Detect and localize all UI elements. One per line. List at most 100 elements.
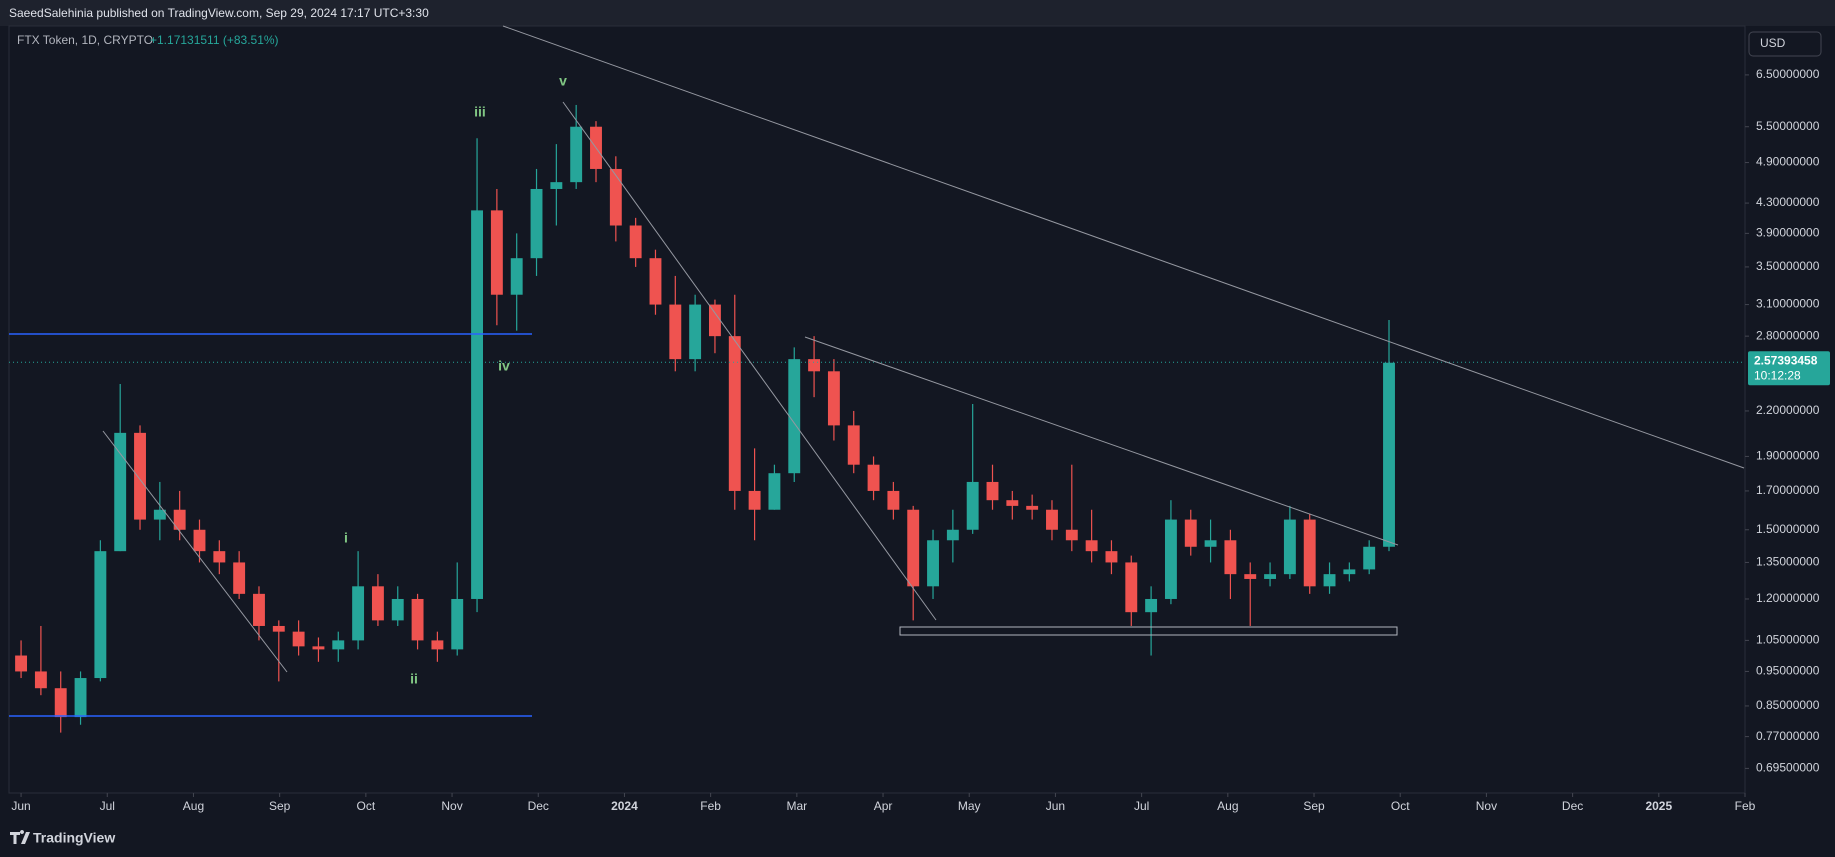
candle-body xyxy=(1105,551,1118,563)
currency: USD xyxy=(1760,36,1786,50)
candle-body xyxy=(213,551,226,563)
candle-body xyxy=(15,655,28,672)
candle-body xyxy=(570,126,583,183)
candle-body xyxy=(94,551,107,679)
y-tick-label: 1.20000000 xyxy=(1756,591,1820,605)
candle-body xyxy=(411,598,424,641)
candle-body xyxy=(907,509,920,587)
x-tick-label: Mar xyxy=(787,799,808,813)
x-tick-label: Sep xyxy=(269,799,291,813)
candle-body xyxy=(1026,505,1039,510)
candle-body xyxy=(193,529,206,552)
change: +1.17131511 (+83.51%) xyxy=(150,33,279,47)
candle-body xyxy=(1283,519,1296,575)
candle-body xyxy=(887,490,900,510)
x-tick-label: Jun xyxy=(11,799,30,813)
candle-body xyxy=(114,432,127,552)
x-tick-label: May xyxy=(958,799,981,813)
candle-body xyxy=(649,258,662,305)
candle-body xyxy=(728,336,741,491)
candle-body xyxy=(510,258,523,295)
candle-body xyxy=(1363,546,1376,570)
candle-body xyxy=(153,509,166,520)
candle-body xyxy=(1323,574,1336,587)
y-tick-label: 4.30000000 xyxy=(1756,195,1820,209)
candle-body xyxy=(748,490,761,510)
y-tick-label: 3.10000000 xyxy=(1756,297,1820,311)
candle-body xyxy=(530,188,543,259)
x-tick-label: Jul xyxy=(100,799,115,813)
candle-body xyxy=(332,640,345,650)
y-tick-label: 2.80000000 xyxy=(1756,328,1820,342)
wave-label: iii xyxy=(474,104,486,120)
wave-label: iv xyxy=(498,358,510,374)
trend-line xyxy=(804,336,1399,546)
symbol: FTX Token, 1D, CRYPTO xyxy=(17,33,153,47)
candle-body xyxy=(490,210,503,295)
footer-bar xyxy=(0,820,1835,857)
y-tick-label: 5.50000000 xyxy=(1756,119,1820,133)
candle-body xyxy=(134,432,146,520)
candle-body xyxy=(788,359,801,474)
candle-body xyxy=(689,304,702,360)
candle-body xyxy=(451,598,464,650)
candle-body xyxy=(352,586,365,641)
candle-body xyxy=(709,304,721,337)
candle-body xyxy=(827,371,840,426)
candle-body xyxy=(927,540,939,587)
y-tick-label: 1.35000000 xyxy=(1756,555,1820,569)
candle-body xyxy=(609,168,622,226)
candle-body xyxy=(1204,540,1217,547)
wave-label: i xyxy=(344,530,348,546)
candle-body xyxy=(253,593,265,626)
y-tick-label: 2.20000000 xyxy=(1756,403,1820,417)
header-bar xyxy=(0,0,1835,26)
x-tick-label: Aug xyxy=(183,799,204,813)
candle-body xyxy=(1303,519,1316,587)
x-tick-label: 2025 xyxy=(1645,799,1672,813)
candle-body xyxy=(966,481,979,530)
candle-body xyxy=(1085,540,1098,552)
candle-body xyxy=(34,671,47,689)
candle-body xyxy=(1244,574,1257,579)
candle-body xyxy=(1145,598,1158,613)
tradingview-logo: TradingView xyxy=(10,830,115,846)
y-tick-label: 0.77000000 xyxy=(1756,729,1820,743)
y-tick-label: 4.90000000 xyxy=(1756,155,1820,169)
candle-body xyxy=(471,210,483,599)
y-tick-label: 3.50000000 xyxy=(1756,259,1820,273)
candle-body xyxy=(1046,509,1058,530)
wave-label: ii xyxy=(410,671,418,687)
candle-body xyxy=(312,646,325,650)
footer: TradingView xyxy=(33,830,115,846)
candle-body xyxy=(946,529,959,541)
y-tick-label: 1.90000000 xyxy=(1756,449,1820,463)
candle-body xyxy=(292,631,305,647)
candle-body xyxy=(1224,540,1237,575)
candle-body xyxy=(391,598,404,621)
x-tick-label: Nov xyxy=(1476,799,1497,813)
header: SaeedSalehinia published on TradingView.… xyxy=(9,6,429,20)
candle-body xyxy=(808,359,821,372)
candle-body xyxy=(173,509,186,530)
wave-label: v xyxy=(559,73,567,89)
x-tick-label: Feb xyxy=(1735,799,1756,813)
candle-body xyxy=(1264,574,1277,579)
support-box xyxy=(899,626,1398,636)
x-tick-label: Feb xyxy=(700,799,721,813)
candle-body xyxy=(986,481,999,501)
x-tick-label: Sep xyxy=(1303,799,1325,813)
y-tick-label: 1.05000000 xyxy=(1756,633,1820,647)
candle-body xyxy=(1383,362,1395,547)
price-tag-label: 2.57393458 xyxy=(1754,353,1818,367)
y-tick-label: 1.70000000 xyxy=(1756,483,1820,497)
candle-body xyxy=(1065,529,1078,541)
y-tick-label: 3.90000000 xyxy=(1756,226,1820,240)
candle-body xyxy=(669,304,682,360)
candle-body xyxy=(847,425,860,465)
x-tick-label: Jul xyxy=(1134,799,1149,813)
y-tick-label: 0.69500000 xyxy=(1756,761,1820,775)
x-tick-label: Oct xyxy=(1391,799,1410,813)
